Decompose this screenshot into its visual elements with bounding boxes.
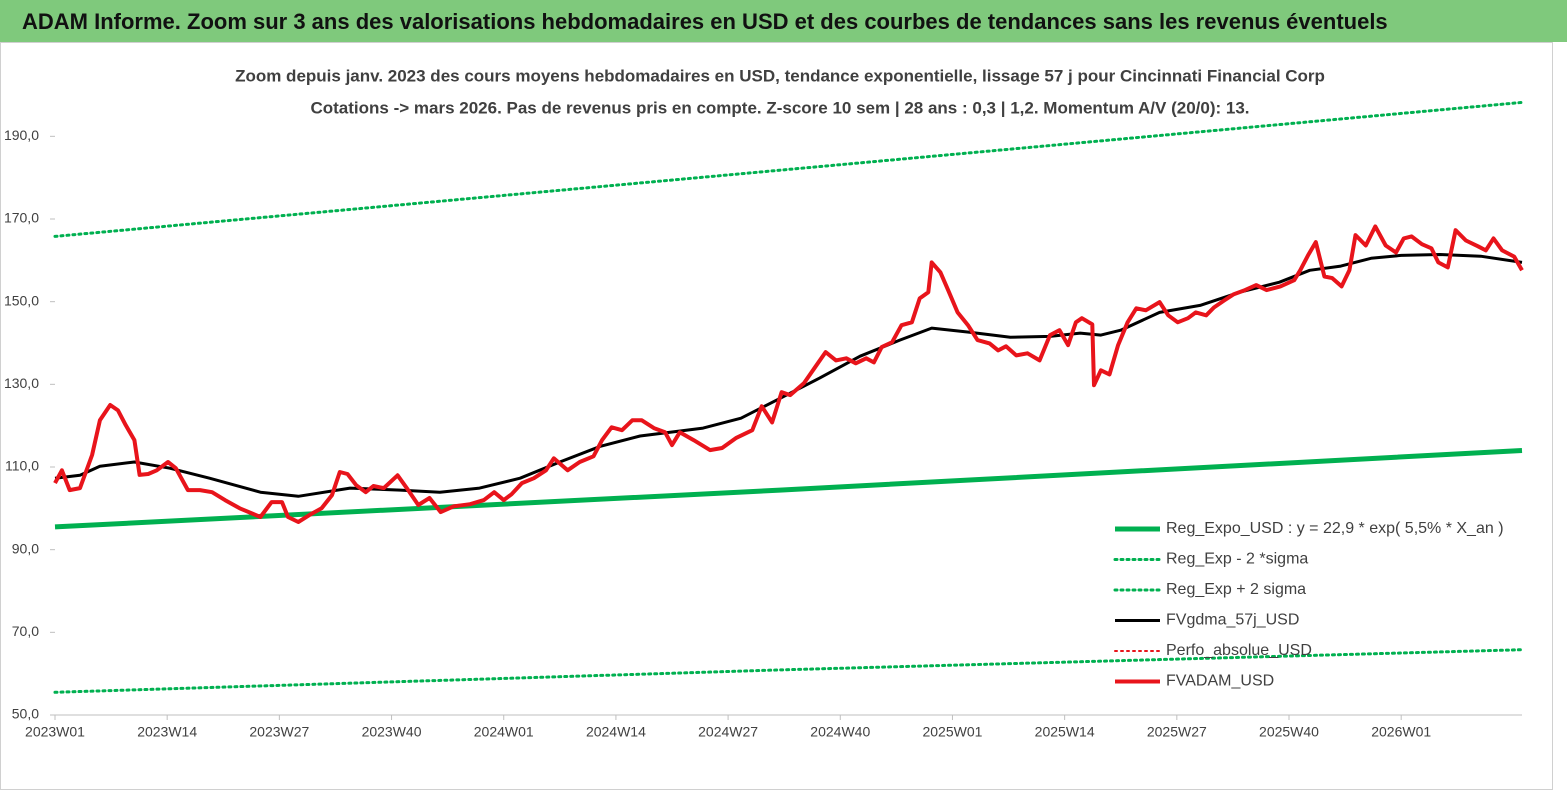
y-tick-label: 70,0 [12, 623, 39, 639]
x-tick-label: 2023W40 [362, 724, 422, 740]
banner-title: ADAM Informe. Zoom sur 3 ans des valoris… [0, 0, 1567, 42]
chart-title: Zoom depuis janv. 2023 des cours moyens … [235, 66, 1325, 85]
legend-label: Reg_Exp + 2 sigma [1166, 581, 1306, 598]
chart: Zoom depuis janv. 2023 des cours moyens … [0, 42, 1553, 790]
y-tick-label: 130,0 [4, 375, 39, 391]
x-tick-label: 2024W01 [474, 724, 534, 740]
chart-subtitle: Cotations -> mars 2026. Pas de revenus p… [310, 98, 1249, 117]
x-tick-label: 2025W40 [1259, 724, 1319, 740]
x-tick-label: 2025W27 [1147, 724, 1207, 740]
y-tick-label: 110,0 [5, 458, 39, 474]
legend-label: Reg_Exp - 2 *sigma [1166, 551, 1308, 568]
legend-label: FVgdma_57j_USD [1166, 612, 1299, 629]
series-line [53, 648, 1524, 694]
series-line [53, 224, 1524, 524]
y-tick-label: 170,0 [4, 210, 39, 226]
x-tick-label: 2025W01 [922, 724, 982, 740]
chart-frame [0, 42, 1553, 790]
legend-label: Perfo_absolue_USD [1166, 642, 1312, 659]
x-tick-label: 2024W40 [810, 724, 870, 740]
y-tick-label: 90,0 [12, 540, 39, 556]
y-tick-label: 150,0 [4, 292, 39, 308]
x-tick-label: 2026W01 [1371, 724, 1431, 740]
series-line [53, 100, 1524, 238]
x-tick-label: 2023W14 [137, 724, 197, 740]
x-tick-label: 2023W27 [249, 724, 309, 740]
x-tick-label: 2023W01 [25, 724, 85, 740]
y-tick-label: 190,0 [4, 127, 39, 143]
x-tick-label: 2025W14 [1035, 724, 1095, 740]
x-tick-label: 2024W14 [586, 724, 646, 740]
y-tick-label: 50,0 [12, 706, 39, 722]
legend-label: FVADAM_USD [1166, 673, 1274, 690]
series-line [54, 448, 1523, 530]
legend-label: Reg_Expo_USD : y = 22,9 * exp( 5,5% * X_… [1166, 520, 1504, 537]
x-tick-label: 2024W27 [698, 724, 758, 740]
